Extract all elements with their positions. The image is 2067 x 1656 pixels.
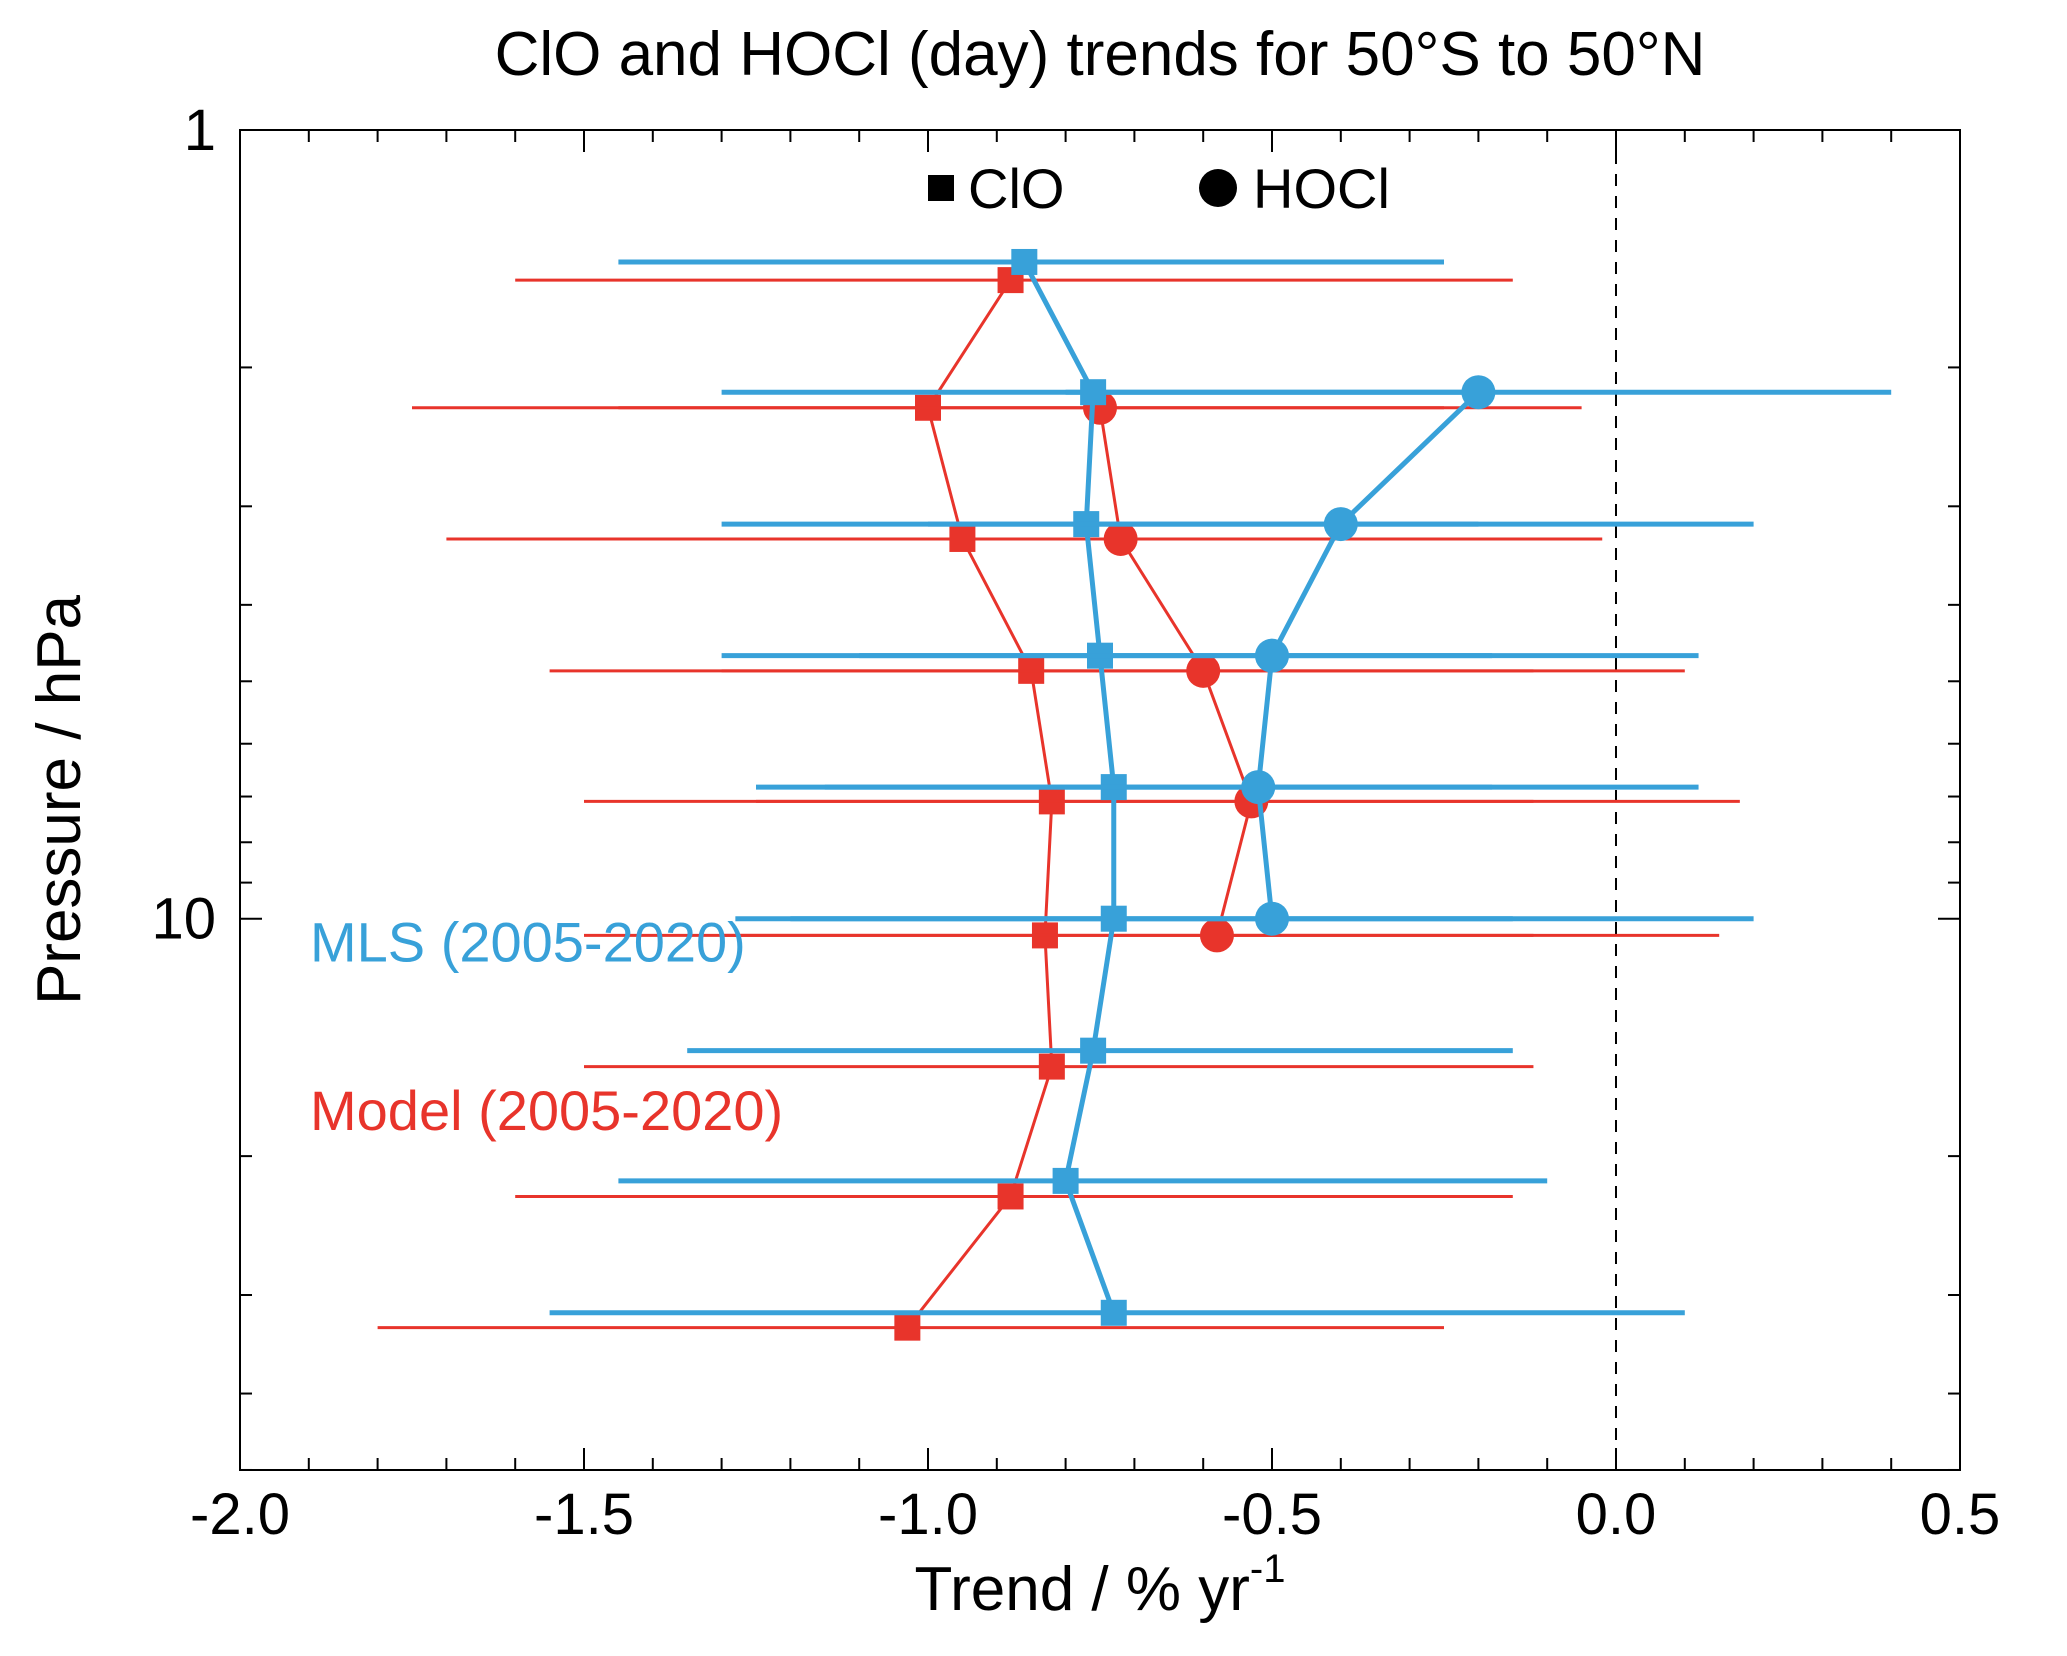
model-clo-marker — [1039, 1054, 1065, 1080]
chart-title: ClO and HOCl (day) trends for 50°S to 50… — [495, 20, 1706, 89]
model-hocl-marker — [1104, 522, 1138, 556]
mls-clo-marker — [1011, 249, 1037, 275]
mls-hocl-marker — [1324, 507, 1358, 541]
mls-hocl-marker — [1461, 375, 1495, 409]
mls-hocl-marker — [1255, 639, 1289, 673]
x-axis-label: Trend / % yr-1 — [915, 1547, 1286, 1624]
model-hocl-marker — [1186, 654, 1220, 688]
mls-hocl-marker — [1241, 770, 1275, 804]
mls-clo-marker — [1080, 1038, 1106, 1064]
legend-hocl-label: HOCl — [1253, 157, 1390, 220]
annotation-mls: MLS (2005-2020) — [310, 910, 746, 973]
model-hocl-marker — [1200, 918, 1234, 952]
legend-hocl-marker — [1199, 169, 1237, 207]
y-axis-label: Pressure / hPa — [25, 594, 94, 1005]
model-clo-line — [907, 280, 1051, 1328]
y-tick-label: 10 — [151, 887, 216, 952]
mls-clo-marker — [1053, 1168, 1079, 1194]
x-tick-label: -1.0 — [878, 1482, 978, 1547]
legend-clo-label: ClO — [968, 157, 1064, 220]
annotation-model: Model (2005-2020) — [310, 1079, 783, 1142]
y-tick-label: 1 — [184, 98, 216, 163]
mls-clo-marker — [1101, 1300, 1127, 1326]
chart-container: -2.0 -1.5 -1.0 -0.5 0.0 0.5 1 10 ClO and HOCl (d… — [0, 0, 2067, 1656]
x-tick-label: -0.5 — [1222, 1482, 1322, 1547]
chart-svg: -2.0 -1.5 -1.0 -0.5 0.0 0.5 1 10 ClO and HOCl (d… — [0, 0, 2067, 1656]
x-tick-label: 0.0 — [1576, 1482, 1657, 1547]
x-tick-label: -1.5 — [534, 1482, 634, 1547]
mls-hocl-marker — [1255, 902, 1289, 936]
x-tick-label: 0.5 — [1920, 1482, 2001, 1547]
model-clo-marker — [998, 1183, 1024, 1209]
model-clo-marker — [894, 1315, 920, 1341]
x-tick-label: -2.0 — [190, 1482, 290, 1547]
legend-clo-marker — [928, 175, 954, 201]
